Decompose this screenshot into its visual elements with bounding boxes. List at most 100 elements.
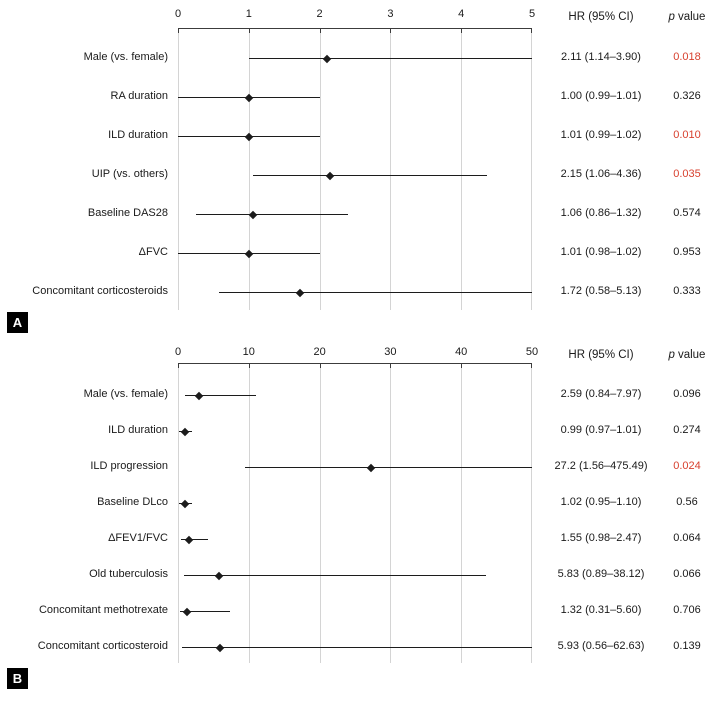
- p-header-italic: p: [668, 349, 675, 361]
- row-label: ILD duration: [108, 424, 168, 436]
- x-axis-tick-label: 2: [316, 8, 323, 20]
- row-label: Old tuberculosis: [89, 568, 168, 580]
- p-value: 0.018: [673, 51, 701, 63]
- gridline: [178, 29, 179, 310]
- hr-ci-value: 2.15 (1.06–4.36): [560, 168, 642, 180]
- hr-point-diamond: [366, 463, 375, 473]
- hr-ci-value: 1.72 (0.58–5.13): [560, 285, 642, 297]
- p-value: 0.574: [673, 207, 701, 219]
- hr-ci-value: 0.99 (0.97–1.01): [560, 424, 642, 436]
- p-value: 0.56: [676, 496, 698, 508]
- hr-ci-value: 1.32 (0.31–5.60): [560, 604, 642, 616]
- x-axis-tick-label: 50: [525, 346, 539, 358]
- x-axis-tick-label: 10: [242, 346, 255, 358]
- hr-point-diamond: [244, 93, 254, 103]
- x-axis-tick-mark: [178, 29, 179, 33]
- hr-ci-value: 1.01 (0.98–1.02): [560, 246, 642, 258]
- x-axis-tick-label: 0: [174, 8, 182, 20]
- x-axis-tick-mark: [390, 29, 392, 33]
- hr-point-diamond: [244, 249, 254, 259]
- gridline: [390, 29, 392, 310]
- x-axis-tick-mark: [461, 29, 463, 33]
- panel-a-badge: A: [7, 312, 28, 333]
- gridline: [248, 29, 250, 310]
- x-axis-tick-mark: [531, 29, 532, 33]
- confidence-interval-line: [181, 647, 532, 648]
- hr-ci-value: 5.83 (0.89–38.12): [557, 568, 645, 580]
- gridline: [531, 364, 532, 663]
- panel-b-forest-plot: HR (95% CI) p value B 0 10 20 30 40 50 Male (vs…: [0, 340, 725, 703]
- hr-ci-value: 2.11 (1.14–3.90): [561, 51, 641, 63]
- confidence-interval-line: [245, 467, 532, 468]
- p-value: 0.010: [673, 129, 701, 141]
- confidence-interval-line: [180, 611, 230, 612]
- row-label: Male (vs. female): [83, 51, 168, 63]
- x-axis-tick-mark: [461, 364, 463, 368]
- row-label: Baseline DAS28: [87, 207, 168, 219]
- row-label: ILD duration: [108, 129, 168, 141]
- row-label: UIP (vs. others): [91, 168, 168, 180]
- x-axis-tick-mark: [248, 29, 250, 33]
- hr-point-diamond: [184, 535, 194, 545]
- x-axis-tick-mark: [390, 364, 392, 368]
- hr-ci-value: 1.55 (0.98–2.47): [560, 532, 642, 544]
- gridline: [319, 364, 321, 663]
- p-value: 0.035: [673, 168, 701, 180]
- p-value: 0.096: [673, 388, 701, 400]
- hr-point-diamond: [180, 499, 190, 509]
- hr-ci-value: 1.06 (0.86–1.32): [560, 207, 642, 219]
- x-axis-tick-label: 40: [455, 346, 468, 358]
- p-header-rest: value: [677, 349, 706, 361]
- x-axis-tick-mark: [531, 364, 532, 368]
- p-value: 0.326: [673, 90, 701, 102]
- row-label: Male (vs. female): [83, 388, 168, 400]
- hr-point-diamond: [194, 391, 203, 401]
- confidence-interval-line: [185, 395, 256, 396]
- p-value: 0.024: [673, 460, 701, 472]
- x-axis-tick-mark: [319, 29, 321, 33]
- x-axis-tick-mark: [178, 364, 179, 368]
- p-value: 0.706: [673, 604, 701, 616]
- gridline: [461, 364, 463, 663]
- hr-point-diamond: [214, 571, 224, 581]
- x-axis-tick-label: 0: [174, 346, 182, 358]
- hr-point-diamond: [323, 54, 332, 64]
- row-label: Concomitant methotrexate: [38, 604, 168, 616]
- hr-point-diamond: [248, 210, 258, 220]
- row-label: RA duration: [110, 90, 168, 102]
- plot-area: [178, 28, 532, 310]
- hr-point-diamond: [180, 427, 190, 437]
- hr-ci-value: 2.59 (0.84–7.97): [560, 388, 642, 400]
- p-value: 0.064: [673, 532, 701, 544]
- hr-ci-value: 1.01 (0.99–1.02): [560, 129, 642, 141]
- hr-ci-column-header: HR (95% CI): [568, 349, 634, 361]
- row-label: ΔFEV1/FVC: [108, 532, 168, 544]
- hr-ci-value: 1.00 (0.99–1.01): [560, 90, 642, 102]
- x-axis-tick-label: 5: [528, 8, 536, 20]
- hr-point-diamond: [182, 607, 192, 617]
- hr-point-diamond: [295, 288, 305, 298]
- x-axis-tick-label: 4: [458, 8, 465, 20]
- gridline: [531, 29, 532, 310]
- hr-ci-value: 1.02 (0.95–1.10): [560, 496, 642, 508]
- gridline: [390, 364, 392, 663]
- hr-point-diamond: [215, 643, 225, 653]
- gridline: [461, 29, 463, 310]
- row-label: Concomitant corticosteroids: [32, 285, 168, 297]
- p-value: 0.139: [673, 640, 701, 652]
- p-value: 0.333: [673, 285, 701, 297]
- confidence-interval-line: [195, 214, 348, 215]
- confidence-interval-line: [219, 292, 532, 293]
- gridline: [319, 29, 321, 310]
- gridline: [178, 364, 179, 663]
- row-label: Baseline DLco: [97, 496, 168, 508]
- gridline: [248, 364, 250, 663]
- p-header-rest: value: [677, 11, 706, 23]
- x-axis-tick-label: 1: [245, 8, 252, 20]
- hr-point-diamond: [244, 132, 254, 142]
- hr-ci-column-header: HR (95% CI): [568, 11, 634, 23]
- hr-ci-value: 5.93 (0.56–62.63): [557, 640, 645, 652]
- x-axis-tick-label: 20: [313, 346, 326, 358]
- p-value-column-header: p value: [654, 349, 720, 361]
